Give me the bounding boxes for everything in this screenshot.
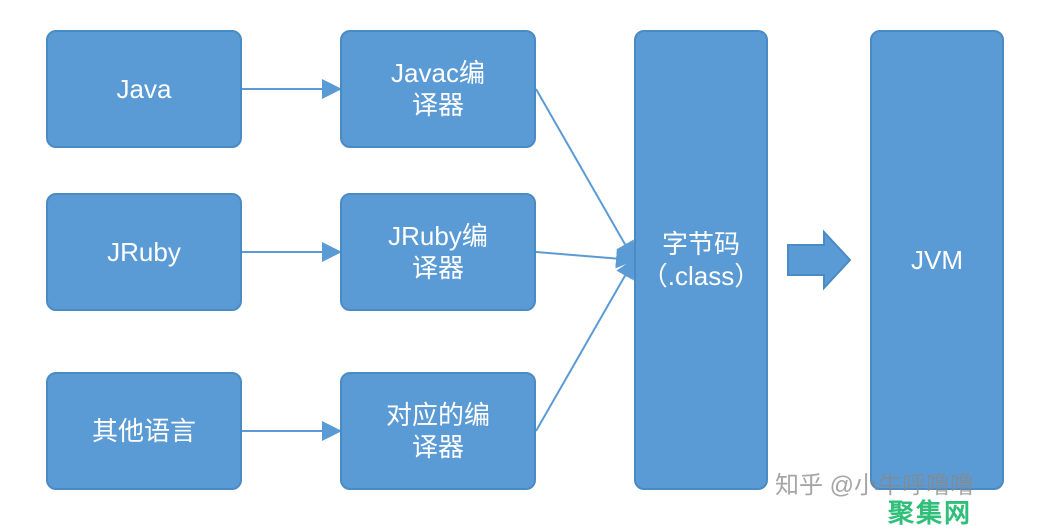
edge-jrubyc-to-bytecode xyxy=(536,252,634,260)
node-jvm: JVM xyxy=(870,30,1004,490)
node-other: 其他语言 xyxy=(46,372,242,490)
diagram-canvas: Java JRuby 其他语言 Javac编 译器 JRuby编 译器对应的编 译器字节… xyxy=(0,0,1052,525)
node-jruby: JRuby xyxy=(46,193,242,311)
node-java: Java xyxy=(46,30,242,148)
node-jrubyc: JRuby编 译器 xyxy=(340,193,536,311)
block-arrow-bytecode-to-jvm xyxy=(788,232,850,288)
node-otherc: 对应的编 译器 xyxy=(340,372,536,490)
node-bytecode: 字节码 （.class） xyxy=(634,30,768,490)
edge-javac-to-bytecode xyxy=(536,89,634,260)
edge-otherc-to-bytecode xyxy=(536,260,634,431)
watermark-jujiwang: 聚集网 xyxy=(888,493,972,530)
node-javac: Javac编 译器 xyxy=(340,30,536,148)
